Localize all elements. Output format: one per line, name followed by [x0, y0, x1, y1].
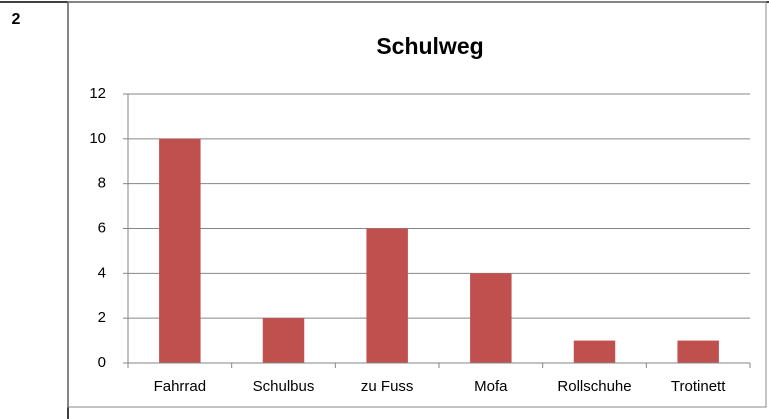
row-label: 2: [12, 11, 21, 28]
bar: [159, 138, 201, 363]
y-tick-label: 8: [98, 175, 106, 192]
bar: [677, 340, 719, 363]
y-tick-label: 10: [89, 130, 106, 147]
y-tick-label: 2: [98, 309, 106, 326]
chart-title: Schulweg: [376, 33, 483, 59]
y-tick-label: 12: [89, 85, 106, 102]
x-tick-label: Rollschuhe: [557, 378, 631, 395]
y-tick-label: 6: [98, 219, 106, 236]
x-tick-label: Mofa: [474, 378, 508, 395]
x-tick-label: Trotinett: [671, 378, 726, 395]
x-tick-label: zu Fuss: [361, 378, 414, 395]
x-tick-label: Fahrrad: [154, 378, 207, 395]
bar: [262, 318, 305, 363]
chart-frame: [67, 1, 767, 408]
y-tick-label: 4: [98, 264, 106, 281]
x-tick-label: Schulbus: [253, 378, 315, 395]
bar: [573, 340, 616, 363]
y-tick-label: 0: [98, 354, 106, 371]
bar: [470, 273, 512, 363]
bar: [366, 228, 408, 363]
